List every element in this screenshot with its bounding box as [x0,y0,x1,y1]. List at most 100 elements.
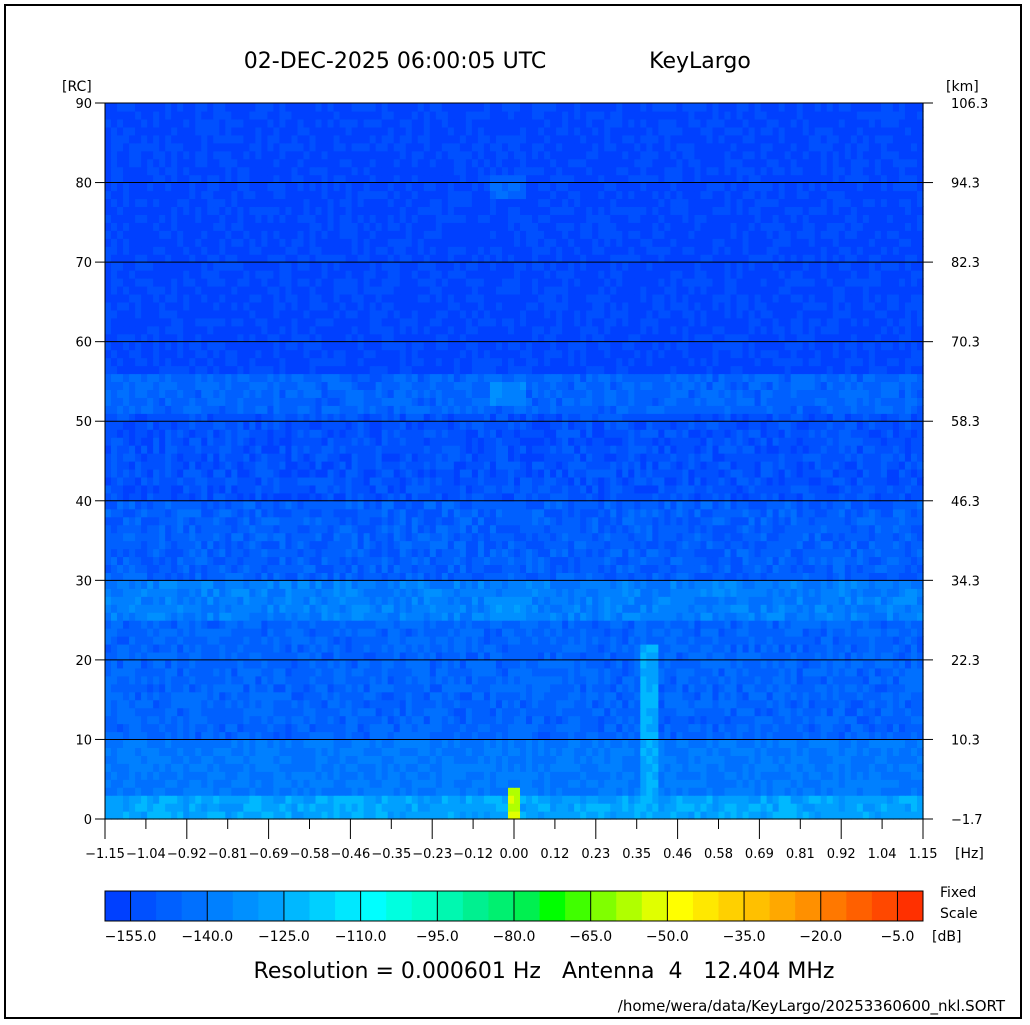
heatmap-cell [826,532,834,542]
heatmap-cell [309,699,317,709]
heatmap-cell [435,675,443,685]
heatmap-cell [357,723,365,733]
heatmap-cell [826,691,834,701]
heatmap-cell [327,811,335,820]
heatmap-cell [574,707,581,717]
heatmap-cell [141,580,148,589]
heatmap-cell [453,747,461,756]
heatmap-cell [916,659,924,669]
heatmap-cell [477,572,485,581]
heatmap-cell [778,643,786,653]
heatmap-cell [369,540,377,550]
heatmap-cell [904,612,912,621]
heatmap-cell [339,771,347,780]
heatmap-cell [796,763,804,772]
heatmap-cell [195,707,202,717]
heatmap-cell [129,588,136,597]
heatmap-cell [465,612,473,621]
heatmap-cell [706,723,714,733]
heatmap-cell [153,659,160,669]
heatmap-cell [177,651,184,661]
heatmap-cell [471,651,479,661]
heatmap-cell [165,612,172,621]
heatmap-cell [904,699,912,709]
heatmap-cell [159,715,166,725]
heatmap-cell [808,556,816,566]
heatmap-cell [892,731,900,741]
heatmap-cell [177,659,184,669]
heatmap-cell [856,532,864,542]
heatmap-cell [177,620,184,629]
heatmap-cell [808,636,816,645]
heatmap-cell [754,763,762,772]
heatmap-cell [910,731,918,741]
heatmap-cell [465,604,473,613]
heatmap-cell [489,651,497,661]
heatmap-cell [796,747,804,756]
heatmap-cell [880,811,888,820]
heatmap-cell [231,588,238,597]
heatmap-cell [556,787,563,796]
heatmap-cell [916,532,924,542]
heatmap-cell [291,675,299,685]
heatmap-cell [465,795,473,804]
heatmap-cell [297,580,305,589]
heatmap-cell [724,572,732,581]
heatmap-cell [556,747,563,756]
heatmap-cell [538,771,545,780]
heatmap-cell [201,707,208,717]
heatmap-cell [862,628,870,637]
heatmap-cell [694,636,702,645]
heatmap-cell [856,755,864,764]
heatmap-cell [261,667,268,677]
heatmap-cell [315,747,323,756]
heatmap-cell [249,588,256,597]
heatmap-cell [339,731,347,741]
heatmap-cell [856,699,864,709]
heatmap-cell [598,747,605,756]
heatmap-cell [694,604,702,613]
heatmap-cell [243,739,250,748]
heatmap-cell [538,715,545,725]
heatmap-cell [652,715,659,725]
heatmap-cell [556,651,563,661]
heatmap-cell [736,540,744,550]
heatmap-cell [886,564,894,573]
heatmap-cell [598,643,605,653]
heatmap-cell [363,620,371,629]
heatmap-cell [309,659,317,669]
heatmap-cell [604,795,611,804]
heatmap-cell [207,795,214,804]
heatmap-cell [610,556,617,566]
heatmap-cell [760,763,768,772]
heatmap-cell [111,755,118,764]
heatmap-cell [694,691,702,701]
heatmap-cell [447,731,455,741]
heatmap-cell [135,771,142,780]
heatmap-cell [411,779,419,788]
heatmap-cell [814,707,822,717]
heatmap-cell [634,771,641,780]
heatmap-cell [177,771,184,780]
heatmap-cell [880,532,888,542]
heatmap-cell [159,683,166,693]
heatmap-cell [796,691,804,701]
heatmap-cell [802,811,810,820]
heatmap-cell [748,659,756,669]
heatmap-cell [796,596,804,605]
heatmap-cell [303,683,311,693]
heatmap-cell [574,811,581,820]
heatmap-cell [441,556,449,566]
heatmap-cell [658,540,665,550]
heatmap-cell [808,612,816,621]
heatmap-cell [291,683,299,693]
heatmap-cell [453,795,461,804]
heatmap-cell [664,747,671,756]
heatmap-cell [501,564,509,573]
heatmap-cell [532,699,539,709]
heatmap-cell [321,651,329,661]
heatmap-cell [622,620,629,629]
heatmap-cell [351,604,359,613]
heatmap-cell [207,787,214,796]
heatmap-cell [435,604,443,613]
